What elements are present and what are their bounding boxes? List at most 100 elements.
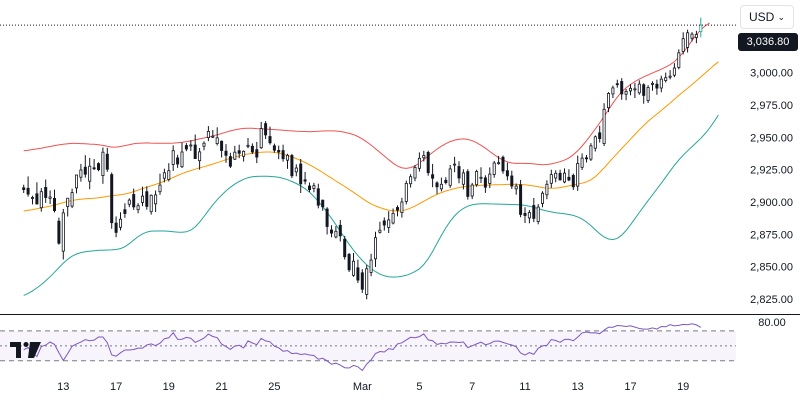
time-axis: 13 17 19 21 25 Mar 5 7 11 13 17 19 [57, 381, 689, 393]
candle [598, 125, 602, 143]
candle-body-up [699, 24, 703, 33]
candle-body-up [233, 151, 237, 160]
candle [39, 188, 43, 212]
candle-body-up [215, 137, 219, 144]
candle [483, 175, 487, 193]
candle [536, 204, 540, 225]
candle [589, 143, 593, 161]
candle-body-up [681, 38, 685, 52]
candle-body-down [435, 182, 439, 188]
candle [325, 207, 329, 235]
candle-body-down [110, 174, 114, 224]
candle [677, 49, 681, 70]
candle-body-up [149, 194, 153, 213]
rsi-pane: 80.00 [0, 317, 786, 372]
candle-body-down [299, 163, 303, 185]
candle-body-down [255, 149, 259, 158]
candle [53, 189, 57, 213]
candle-body-up [158, 184, 162, 193]
candle [585, 155, 589, 163]
candle-body-up [593, 136, 597, 149]
candle [158, 173, 162, 195]
time-tick-label: 13 [57, 381, 69, 393]
price-tick-label: 2,925.00 [750, 165, 793, 177]
currency-selector[interactable]: USD ⌄ [740, 5, 794, 29]
candle-body-down [224, 150, 228, 156]
tradingview-logo[interactable] [10, 340, 42, 363]
candle [105, 147, 109, 172]
candle-body-up [470, 184, 474, 197]
candle [505, 162, 509, 181]
candle [453, 156, 457, 173]
candle [541, 191, 545, 208]
candle-body-up [527, 212, 531, 219]
price-tick-label: 2,825.00 [750, 294, 793, 306]
candle [514, 183, 518, 195]
candle [615, 79, 619, 88]
candle [193, 134, 197, 160]
candle [35, 182, 39, 205]
candle-body-down [303, 179, 307, 182]
candle-body-down [83, 166, 87, 175]
candle [202, 141, 206, 151]
candle-body-down [505, 170, 509, 177]
candle-body-up [624, 91, 628, 95]
candle-body-up [672, 67, 676, 76]
candle [545, 180, 549, 200]
candle-body-up [312, 185, 316, 189]
candle [145, 186, 149, 210]
candle-body-up [206, 130, 210, 138]
candle-body-down [132, 194, 136, 208]
time-tick-label: Mar [353, 381, 372, 393]
candle-body-up [154, 194, 158, 205]
candle-body-up [404, 182, 408, 202]
candle-body-down [347, 253, 351, 271]
candle-body-up [180, 151, 184, 168]
candle-body-up [576, 163, 580, 187]
candle [321, 199, 325, 211]
candle-body-up [664, 77, 668, 81]
candle [519, 179, 523, 218]
candle-body-down [558, 172, 562, 181]
candle [277, 145, 281, 160]
candle-body-up [541, 192, 545, 204]
candle [334, 226, 338, 239]
candle [83, 155, 87, 178]
candle [272, 143, 276, 153]
candle [88, 157, 92, 190]
candle-body-up [633, 88, 637, 91]
candle [123, 203, 127, 218]
candle [369, 253, 373, 277]
candle [264, 121, 268, 139]
candle [30, 195, 34, 205]
candle-body-up [202, 142, 206, 147]
candle-body-down [510, 175, 514, 187]
candle [607, 92, 611, 113]
candle [360, 269, 364, 293]
candle [642, 83, 646, 104]
candle [351, 253, 355, 277]
candle [501, 155, 505, 174]
candle-body-up [497, 162, 501, 165]
candle-body-up [690, 33, 694, 39]
candle-body-up [413, 166, 417, 179]
candlestick-series [22, 17, 703, 300]
candle [356, 259, 360, 283]
candle-body-up [70, 192, 74, 207]
rsi-band-fill [0, 330, 736, 361]
candle [303, 171, 307, 185]
candle [646, 85, 650, 103]
price-tick-label: 2,975.00 [750, 100, 793, 112]
candle-body-up [439, 183, 443, 190]
candle-body-up [167, 170, 171, 180]
candle [233, 145, 237, 160]
candle-body-down [501, 156, 505, 172]
candle [237, 144, 241, 159]
candle-body-up [536, 206, 540, 222]
candle [132, 188, 136, 210]
candle [602, 103, 606, 146]
candle [294, 164, 298, 177]
price-axis: 3,025.003,000.002,975.002,950.002,925.00… [750, 35, 793, 306]
time-tick-label: 19 [677, 381, 689, 393]
